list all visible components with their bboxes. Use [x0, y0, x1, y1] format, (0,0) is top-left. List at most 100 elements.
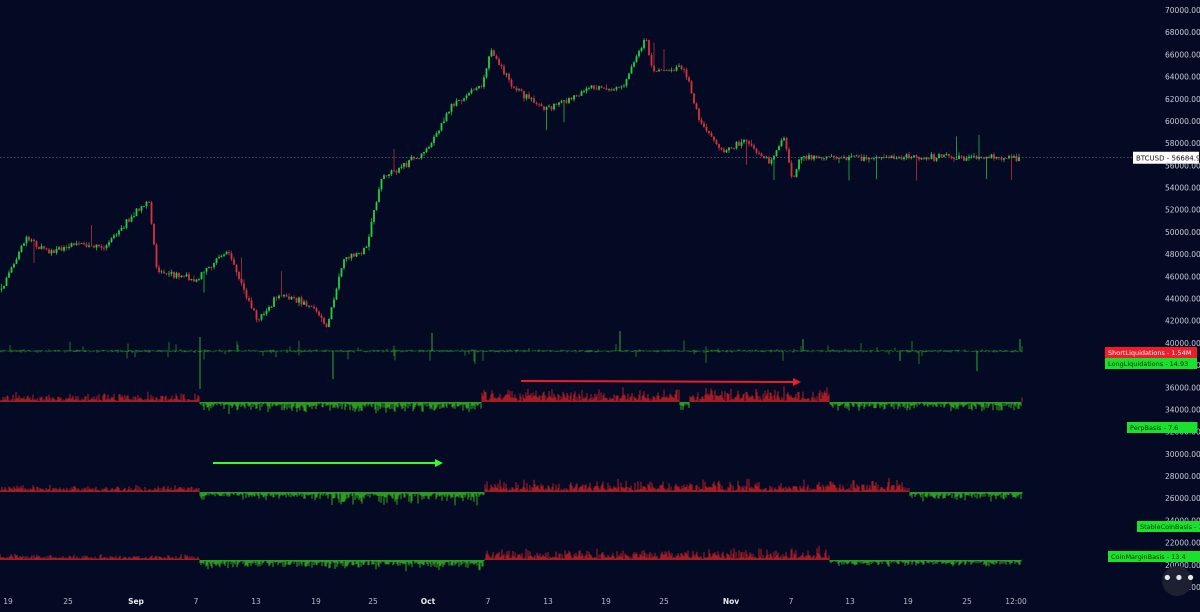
candle-body — [745, 139, 748, 142]
candle-body — [205, 268, 208, 272]
candle-body — [420, 153, 423, 159]
candle-body — [550, 106, 553, 110]
candle-body — [583, 91, 585, 93]
candle-body — [153, 223, 155, 245]
x-tick-label: 25 — [659, 597, 669, 606]
candle-body — [195, 279, 198, 282]
candle-body — [1005, 158, 1008, 159]
candle-body — [178, 272, 180, 278]
coin-margin-basis-negative — [199, 560, 1022, 572]
candle-body — [555, 103, 558, 105]
candle-body — [600, 86, 603, 88]
candle-body — [545, 107, 548, 110]
candle-body — [358, 253, 360, 255]
candle-body — [960, 155, 963, 157]
candle-body — [578, 95, 580, 97]
candle-body — [840, 157, 843, 159]
candle-body — [55, 249, 58, 253]
candle-body — [125, 219, 128, 228]
candle-body — [135, 208, 138, 217]
y-tick-label: 54000.00 — [1165, 184, 1200, 193]
time-axis[interactable]: 19 25 Sep 7 13 19 25 Oct 7 13 19 25 Nov 7 13 19 25 12:00 — [3, 597, 1027, 606]
candle-body — [780, 140, 783, 147]
last-price-label: BTCUSD - 56684.98 — [1136, 155, 1200, 163]
candle-body — [385, 175, 388, 177]
y-tick-label: 26000.00 — [1165, 494, 1200, 503]
candle-body — [233, 259, 235, 265]
candle-body — [340, 268, 343, 277]
candle-body — [865, 157, 868, 160]
candle-body — [245, 289, 248, 299]
indicator-badge — [1127, 422, 1198, 433]
y-tick-label: 64000.00 — [1165, 73, 1200, 82]
y-tick-label: 46000.00 — [1165, 272, 1200, 281]
candle-body — [768, 157, 770, 164]
candlesticks: BTCUSD - 56684.98 — [0, 38, 1200, 328]
candle-body — [890, 155, 893, 158]
candle-body — [343, 259, 345, 269]
candle-body — [215, 258, 218, 264]
perp-basis-positive — [0, 386, 1023, 402]
candle-body — [553, 103, 555, 110]
candle-body — [938, 154, 940, 159]
candle-body — [595, 88, 598, 90]
candle-body — [383, 175, 385, 180]
candle-body — [740, 142, 743, 146]
candle-body — [710, 133, 713, 137]
candle-body — [680, 65, 683, 70]
candle-body — [443, 121, 445, 124]
candle-body — [0, 288, 3, 290]
candle-body — [853, 155, 855, 157]
candle-body — [188, 274, 190, 281]
candle-body — [520, 89, 523, 91]
candle-body — [348, 257, 350, 259]
candle-body — [800, 157, 803, 160]
candle-body — [870, 158, 873, 160]
candle-body — [750, 143, 753, 146]
candle-body — [225, 252, 228, 255]
candle-body — [288, 296, 290, 300]
candle-body — [673, 69, 675, 71]
candle-body — [510, 79, 513, 87]
candle-body — [423, 152, 425, 154]
candle-body — [333, 299, 335, 308]
candle-body — [905, 154, 908, 158]
candle-body — [690, 81, 693, 94]
candle-body — [753, 145, 755, 149]
candle-body — [985, 156, 988, 159]
candle-body — [475, 88, 478, 90]
candle-body — [258, 319, 260, 321]
candle-body — [40, 246, 43, 250]
candle-body — [945, 154, 948, 156]
ellipsis-icon[interactable]: ••• — [1162, 566, 1196, 596]
candle-body — [573, 95, 575, 100]
candle-body — [68, 246, 70, 249]
candle-body — [1000, 157, 1003, 160]
candle-body — [825, 156, 828, 159]
candle-body — [988, 156, 990, 159]
candle-body — [430, 142, 433, 148]
candle-body — [440, 123, 443, 131]
candle-body — [940, 154, 943, 157]
candle-body — [465, 95, 468, 99]
candle-body — [980, 156, 983, 158]
candle-body — [253, 308, 255, 311]
candle-body — [505, 73, 508, 75]
candle-body — [198, 278, 200, 280]
candle-body — [435, 133, 438, 137]
candle-body — [398, 167, 400, 173]
price-axis[interactable]: 70000.00 68000.00 66000.00 64000.00 62000.00… — [1165, 6, 1200, 592]
candle-body — [718, 144, 720, 148]
candle-body — [273, 297, 275, 307]
candle-body — [468, 93, 470, 96]
candle-body — [833, 155, 835, 157]
y-tick-label: 50000.00 — [1165, 228, 1200, 237]
candle-body — [608, 88, 610, 90]
candle-body — [35, 241, 38, 247]
candle-body — [155, 244, 158, 268]
candle-body — [120, 227, 123, 231]
candle-body — [290, 297, 293, 300]
candle-body — [955, 159, 958, 160]
